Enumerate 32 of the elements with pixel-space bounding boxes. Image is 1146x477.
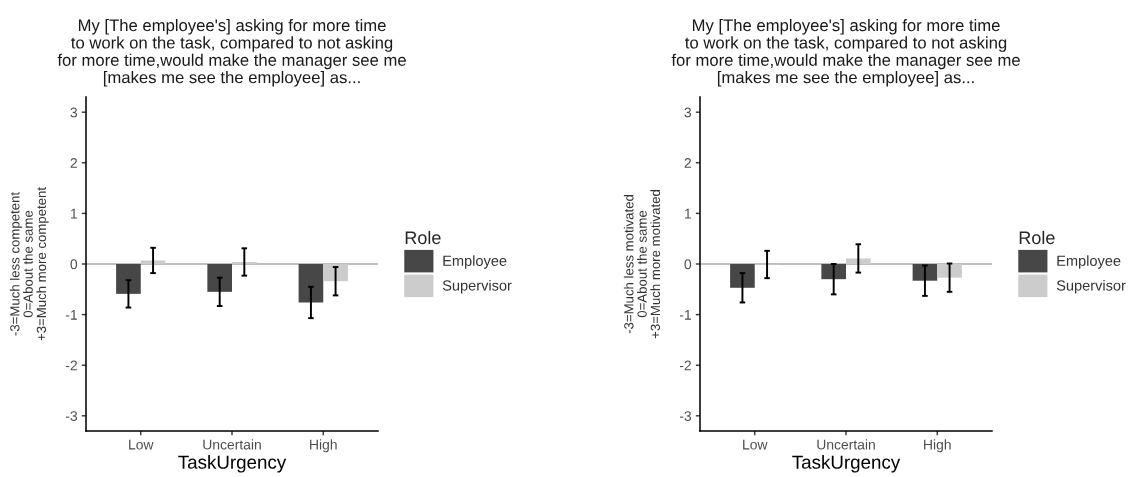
legend-label: Employee — [443, 255, 507, 269]
y-tick-label: 3 — [684, 107, 692, 118]
y-axis-title: -3=Much less competent 0=About the same +3=Much more competent — [9, 187, 49, 341]
legend-label: Employee — [1057, 255, 1121, 269]
chart-title: My [The employee's] asking for more time to work on the task, compared to not asking for more time,would make the manager see me [makes me see the employee] as... — [57, 18, 406, 87]
legend-title: Role — [405, 230, 441, 245]
y-tick-label: 0 — [70, 259, 78, 270]
y-tick-label: 2 — [70, 158, 77, 168]
y-tick-label: -2 — [679, 360, 691, 371]
chart-title: My [The employee's] asking for more time to work on the task, compared to not asking for more time,would make the manager see me [makes me see the employee] as... — [671, 18, 1020, 87]
x-tick-label: Uncertain — [203, 439, 261, 450]
legend-title: Role — [1019, 230, 1055, 245]
y-tick-label: 2 — [684, 158, 691, 168]
y-tick-label: -1 — [65, 310, 77, 320]
x-tick-label: High — [924, 439, 951, 453]
y-tick-label: 0 — [684, 259, 692, 270]
y-tick-label: -1 — [679, 310, 691, 320]
x-tick-label: Low — [743, 439, 768, 450]
y-tick-label: 1 — [685, 208, 691, 219]
x-tick-label: High — [310, 439, 337, 453]
legend-label: Supervisor — [1056, 279, 1126, 294]
x-tick-label: Uncertain — [817, 439, 875, 450]
y-tick-label: 1 — [71, 208, 77, 219]
x-axis-title: TaskUrgency — [792, 455, 901, 473]
y-axis-title: -3=Much less motivated 0=About the same +3=Much more motivated — [623, 190, 661, 339]
x-axis-title: TaskUrgency — [178, 455, 287, 473]
y-tick-label: 3 — [70, 107, 78, 118]
legend-label: Supervisor — [442, 279, 512, 294]
y-tick-label: -3 — [65, 411, 78, 421]
y-tick-label: -2 — [65, 360, 77, 371]
x-tick-label: Low — [129, 439, 154, 450]
y-tick-label: -3 — [679, 411, 692, 421]
